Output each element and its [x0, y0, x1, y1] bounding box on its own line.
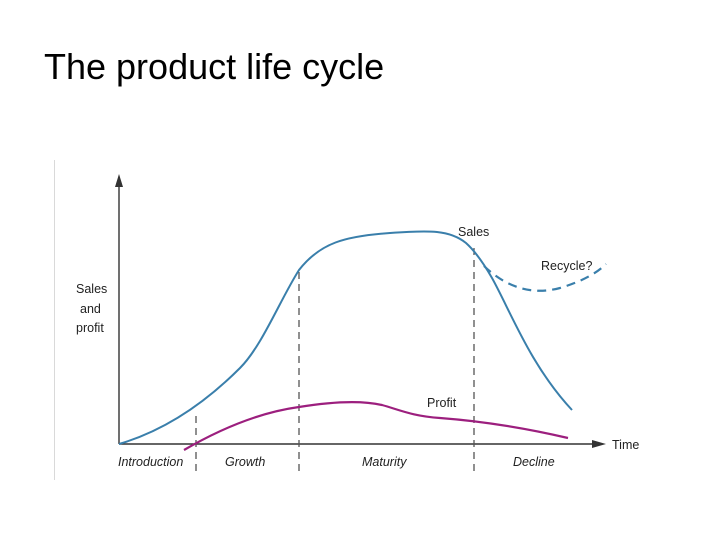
x-axis-label: Time [612, 438, 639, 452]
stage-label-growth: Growth [225, 455, 265, 469]
recycle-label: Recycle? [541, 259, 592, 273]
profit-label: Profit [427, 396, 457, 410]
profit-curve [183, 401, 569, 451]
stage-label-decline: Decline [513, 455, 555, 469]
page-title: The product life cycle [44, 46, 385, 87]
x-axis-arrow-icon [592, 440, 606, 448]
y-axis-label-line-3: profit [76, 321, 104, 335]
y-axis-label-line-1: Sales [76, 282, 107, 296]
y-axis-arrow-icon [115, 174, 123, 187]
recycle-curve [483, 263, 607, 292]
left-edge-line [54, 160, 55, 480]
stage-label-introduction: Introduction [118, 455, 183, 469]
y-axis-label-line-2: and [80, 302, 101, 316]
sales-label: Sales [458, 225, 489, 239]
sales-curve [118, 230, 573, 445]
stage-label-maturity: Maturity [362, 455, 407, 469]
